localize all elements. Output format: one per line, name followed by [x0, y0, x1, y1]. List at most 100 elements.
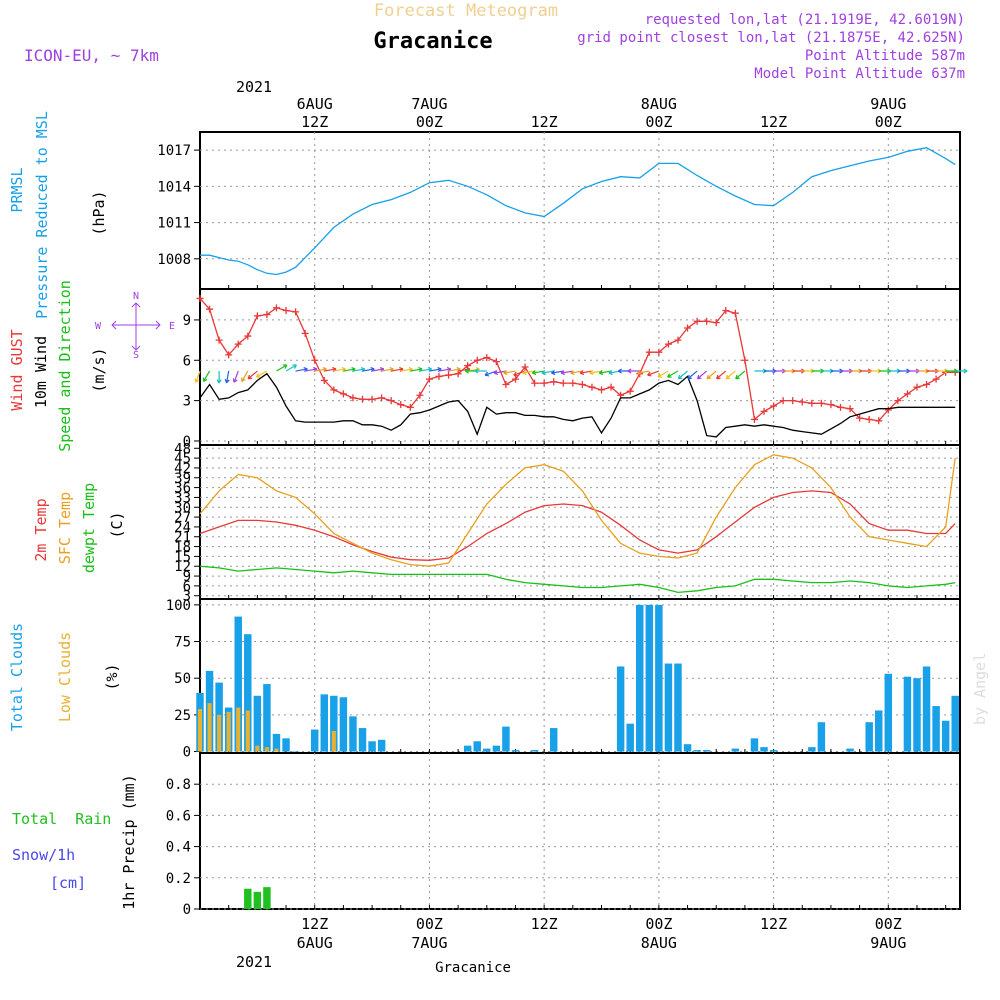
precipitation-ytick-label: 0 [183, 902, 191, 918]
gust-marker [206, 305, 214, 313]
temperature-sfc-line [199, 454, 956, 567]
time-label-top-hour: 00Z [645, 113, 672, 131]
wind-direction-arrow [256, 370, 268, 378]
gust-marker [750, 415, 758, 423]
wind-direction-arrow [696, 370, 708, 380]
gust-marker [531, 379, 539, 387]
clouds-low_clouds-bar [236, 707, 241, 752]
gust-marker [215, 336, 223, 344]
time-label-top-hour: 12Z [301, 113, 328, 131]
wind-direction-arrow [295, 366, 308, 373]
wind-direction-arrow [224, 370, 230, 384]
wind-direction-arrow [589, 370, 602, 376]
wind-direction-arrow [305, 366, 318, 373]
precip-labels: Total Rain Snow/1h [cm] 1hr Precip (mm) [12, 774, 138, 909]
temperature-ytick-label: 27 [174, 510, 191, 526]
time-label-top-hour: 12Z [760, 113, 787, 131]
credit-text: by Angel [971, 653, 989, 725]
wind-direction-arrow [706, 370, 717, 380]
clouds-total_clouds-bar [263, 684, 271, 752]
clouds-total_clouds-bar [865, 722, 873, 752]
wind-labels: Wind GUST 10m Wind Speed and Direction (… [8, 280, 175, 452]
wind-direction-arrow [955, 368, 968, 374]
clouds-total_clouds-bar [511, 750, 520, 752]
temperature-ytick-label: 6 [183, 579, 191, 595]
wind-direction-label: Speed and Direction [56, 280, 74, 452]
pressure-ytick-label: 1017 [157, 143, 191, 159]
gust-marker [731, 309, 739, 317]
clouds-ytick-label: 50 [174, 671, 191, 687]
gust-marker [607, 383, 615, 391]
gust-marker [349, 394, 357, 402]
product-title: Forecast Meteogram [374, 1, 558, 21]
gust-marker [789, 397, 797, 405]
precipitation-rain-bar [263, 887, 271, 909]
wind-direction-arrow [400, 366, 413, 373]
snow-label: Snow/1h [12, 846, 75, 864]
clouds-total_clouds-bar [760, 747, 768, 752]
low-clouds-label: Low Clouds [56, 632, 74, 722]
clouds-total_clouds-bar [913, 678, 921, 752]
wind-direction-arrow [276, 364, 288, 372]
wind-direction-arrow [448, 366, 461, 373]
gust-marker [473, 356, 481, 364]
clouds-total_clouds-bar [244, 634, 252, 752]
gust-marker [578, 380, 586, 388]
compass-south: S [133, 350, 139, 361]
wind-direction-arrow [438, 366, 452, 373]
gust-marker [550, 378, 558, 386]
gust-marker [875, 417, 883, 425]
clouds-total_clouds-bar [817, 722, 826, 752]
gust-marker [932, 375, 940, 383]
clouds-total_clouds-bar [951, 695, 959, 752]
clouds-total_clouds-bar [731, 748, 740, 752]
gust-marker [645, 348, 653, 356]
year-label-bottom: 2021 [236, 953, 272, 971]
gust-marker [760, 407, 768, 415]
time-label-top-hour: 00Z [416, 113, 443, 131]
gust-marker [320, 376, 328, 384]
wind-direction-arrow [324, 366, 337, 373]
wind-direction-arrow [687, 370, 698, 380]
clouds-unit: (%) [103, 663, 121, 690]
gust-marker [445, 371, 453, 379]
gust-marker [492, 358, 500, 366]
gust-marker [435, 372, 443, 380]
gust-marker [416, 391, 424, 399]
gust-marker [884, 406, 892, 414]
clouds-total_clouds-bar [377, 739, 386, 752]
wind-direction-arrow [333, 366, 347, 373]
clouds-total_clouds-bar [349, 716, 357, 752]
clouds-low_clouds-bar [264, 747, 269, 752]
clouds-low_clouds-bar [226, 711, 231, 752]
gust-marker [368, 395, 376, 403]
wind-direction-arrow [247, 370, 258, 380]
wind-direction-arrow [419, 366, 433, 373]
temp-sfc-label: SFC Temp [56, 492, 74, 564]
precipitation-rain-bar [244, 888, 252, 909]
clouds-total_clouds-bar [808, 747, 816, 752]
clouds-total_clouds-bar [750, 738, 759, 752]
wind-direction-arrow [381, 366, 394, 373]
compass-west: W [95, 321, 102, 332]
wind-direction-arrow [391, 366, 404, 373]
gust-marker [397, 401, 405, 409]
clouds-low_clouds-bar [217, 714, 222, 752]
wind-direction-arrow [202, 370, 211, 382]
temperature-ytick-label: 33 [174, 490, 191, 506]
time-label-bottom-date: 8AUG [641, 934, 677, 952]
gust-marker [378, 394, 386, 402]
clouds-low_clouds-bar [274, 748, 279, 752]
clouds-total_clouds-bar [683, 744, 692, 752]
temperature-ytick-label: 39 [174, 471, 191, 487]
temperature-ytick-label: 24 [174, 520, 191, 536]
wind-direction-arrow [513, 370, 526, 377]
clouds-ytick-label: 100 [166, 598, 191, 614]
wind-direction-arrow [362, 366, 375, 373]
wind-direction-arrow [637, 370, 650, 376]
wind-ytick-label: 0 [183, 434, 191, 450]
precipitation-ytick-label: 0.4 [166, 840, 191, 856]
wind-direction-arrow [241, 370, 249, 382]
